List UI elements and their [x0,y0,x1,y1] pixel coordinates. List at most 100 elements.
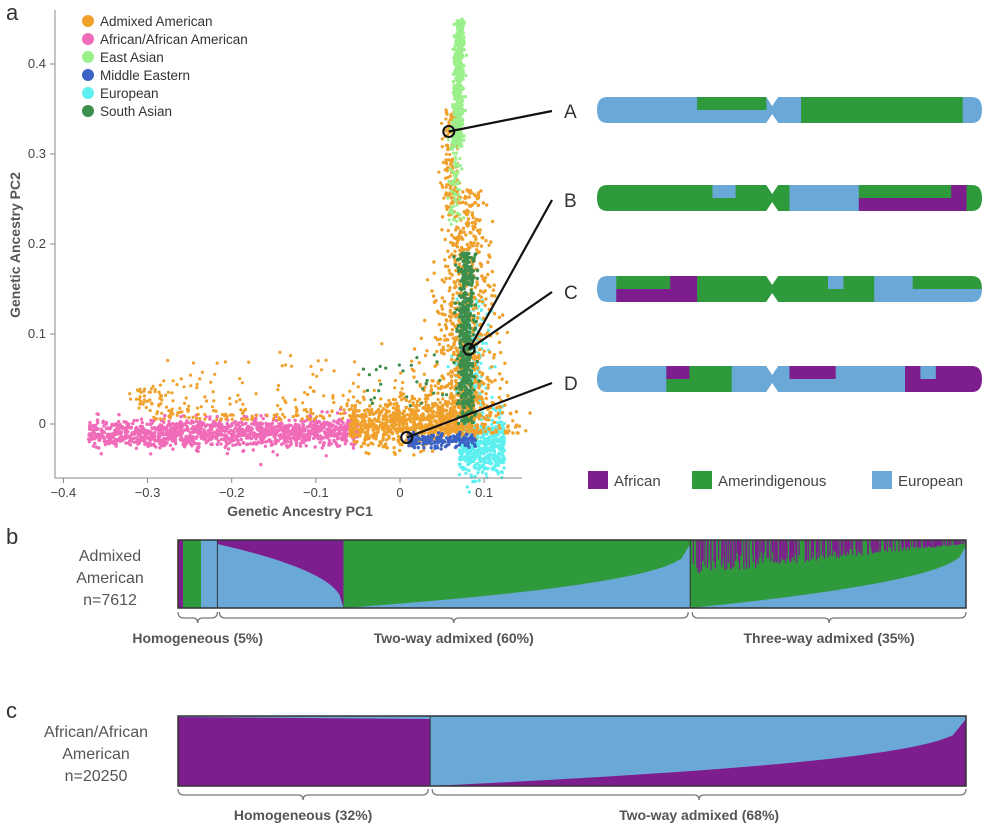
data-point [471,364,475,368]
data-point [126,423,130,427]
data-point [481,371,485,376]
data-point [528,411,532,415]
data-point [357,373,361,377]
data-point [381,445,385,449]
data-point [152,415,156,419]
data-point [141,437,145,442]
data-point [393,398,397,402]
data-point [277,434,281,438]
data-point [447,442,451,446]
data-point [375,419,379,423]
data-point [415,356,419,360]
data-point [462,310,466,314]
data-point [481,201,485,205]
data-point [461,200,465,204]
data-point [432,260,436,264]
data-point [412,421,417,426]
data-point [316,420,320,425]
data-point [463,385,467,389]
data-point [405,395,409,399]
data-point [375,426,379,430]
data-point [203,436,207,440]
data-point [200,370,204,374]
data-point [449,382,454,386]
data-point [366,427,370,431]
data-point [313,445,317,449]
data-point [471,452,475,457]
data-point [447,289,451,293]
data-point [139,417,144,421]
data-point [446,228,450,233]
data-point [482,349,486,353]
data-point [468,204,472,208]
data-point [477,231,482,235]
data-point [469,256,474,260]
data-point [429,446,433,450]
data-point [455,386,459,391]
data-point [182,385,186,389]
data-point [399,391,403,395]
data-point [482,425,486,430]
data-point [475,359,480,364]
data-point [475,398,479,402]
data-point [473,222,478,226]
data-point [472,201,477,205]
data-point [101,429,105,433]
data-point [87,432,92,436]
data-point [139,399,143,403]
data-point [425,349,429,353]
data-point [324,454,328,458]
data-point [250,422,254,426]
data-point [252,420,256,424]
data-point [494,414,498,418]
data-point [135,388,139,392]
data-point [157,436,161,441]
data-point [175,383,179,387]
data-point [423,397,427,401]
data-point [256,426,260,430]
data-point [367,373,371,377]
data-point [359,444,363,449]
data-point [480,470,485,474]
data-point [149,431,154,436]
data-point [341,435,345,440]
data-point [495,331,499,336]
data-point [370,433,374,438]
data-point [128,443,133,447]
data-point [446,127,450,131]
data-point [162,428,166,432]
data-point [432,271,436,275]
data-point [362,389,366,393]
data-point [458,294,462,298]
data-point [119,425,123,429]
data-point [322,424,327,428]
data-point [198,427,202,432]
data-point [468,191,472,195]
data-point [386,426,390,431]
data-point [406,417,411,421]
data-point [185,435,189,439]
data-point [168,414,172,418]
data-point [472,357,477,361]
data-point [390,430,395,435]
data-point [251,448,255,452]
data-point [398,448,402,453]
data-point [483,303,487,308]
data-point [242,417,246,421]
data-point [439,348,444,352]
data-point [159,394,164,398]
data-point [376,408,381,412]
data-point [93,441,97,446]
data-point [502,466,506,470]
data-point [432,391,436,395]
data-point [455,327,459,331]
data-point [209,433,213,437]
data-point [485,414,489,418]
data-point [203,412,207,417]
data-point [440,296,444,300]
data-point [124,425,128,430]
data-point [404,422,409,426]
data-point [382,415,386,419]
data-point [254,416,258,421]
data-point [148,408,152,413]
